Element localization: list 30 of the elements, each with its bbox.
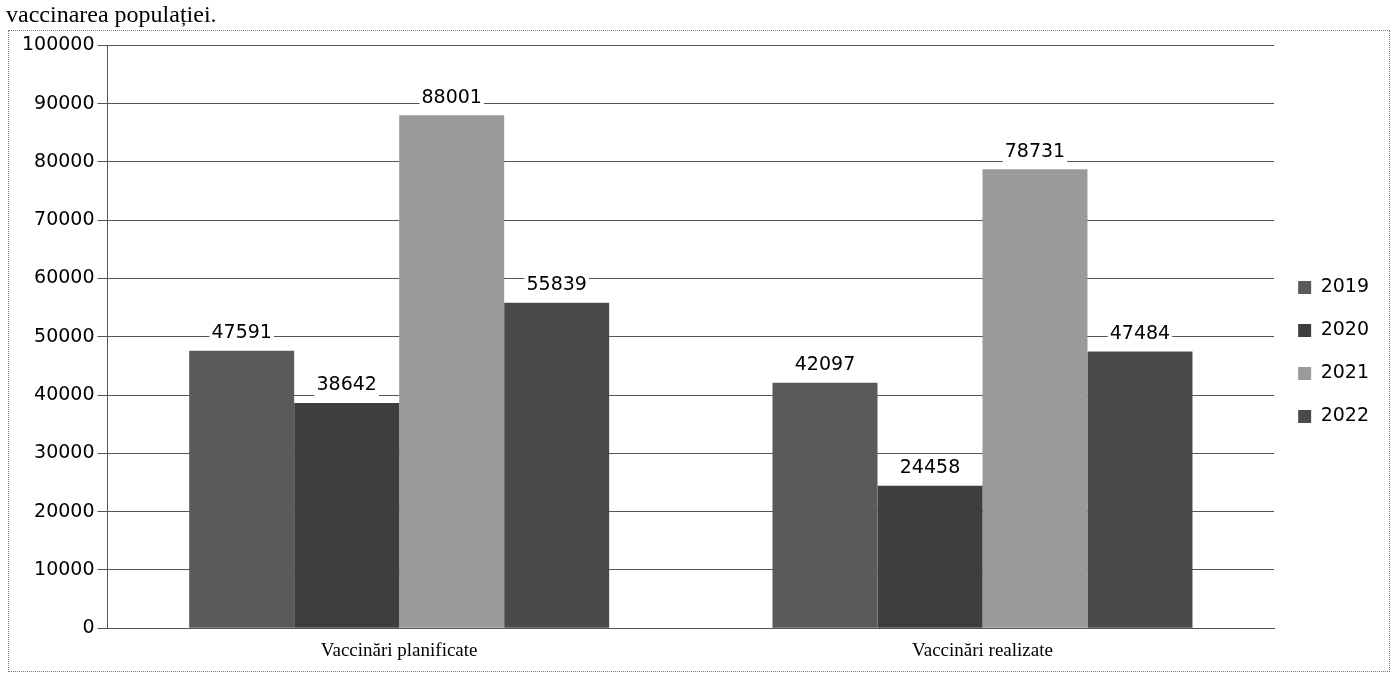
chart-title: vaccinarea populației.	[6, 0, 217, 28]
data-label: 24458	[899, 455, 961, 478]
data-label: 38642	[316, 372, 377, 395]
y-tick-label: 80000	[34, 148, 95, 171]
bar	[982, 169, 1088, 628]
y-tick-label: 10000	[34, 556, 95, 579]
data-label: 42097	[794, 352, 856, 375]
y-tick-label: 40000	[34, 382, 95, 405]
legend-label: 2022	[1320, 403, 1370, 426]
data-label: 47591	[211, 320, 272, 343]
data-label: 88001	[421, 84, 482, 107]
y-tick-label: 20000	[34, 498, 95, 521]
bar	[399, 115, 505, 628]
y-tick-label: 0	[82, 615, 95, 638]
y-tick-label: 50000	[34, 323, 95, 346]
y-tick-label: 90000	[34, 90, 95, 113]
data-label: 47484	[1109, 320, 1171, 343]
bar	[294, 402, 400, 628]
legend-label: 2019	[1320, 274, 1370, 297]
y-tick-label: 100000	[22, 32, 95, 55]
y-tick-label: 60000	[34, 265, 95, 288]
data-label: 55839	[526, 272, 587, 295]
legend-label: 2021	[1320, 360, 1370, 383]
x-tick-label: Vaccinări realizate	[912, 638, 1053, 660]
y-tick-label: 70000	[34, 207, 95, 230]
data-label: 78731	[1004, 138, 1066, 161]
bar	[877, 485, 983, 628]
x-tick-label: Vaccinări planificate	[320, 638, 478, 660]
legend-label: 2020	[1320, 317, 1370, 340]
y-tick-label: 30000	[34, 440, 95, 463]
